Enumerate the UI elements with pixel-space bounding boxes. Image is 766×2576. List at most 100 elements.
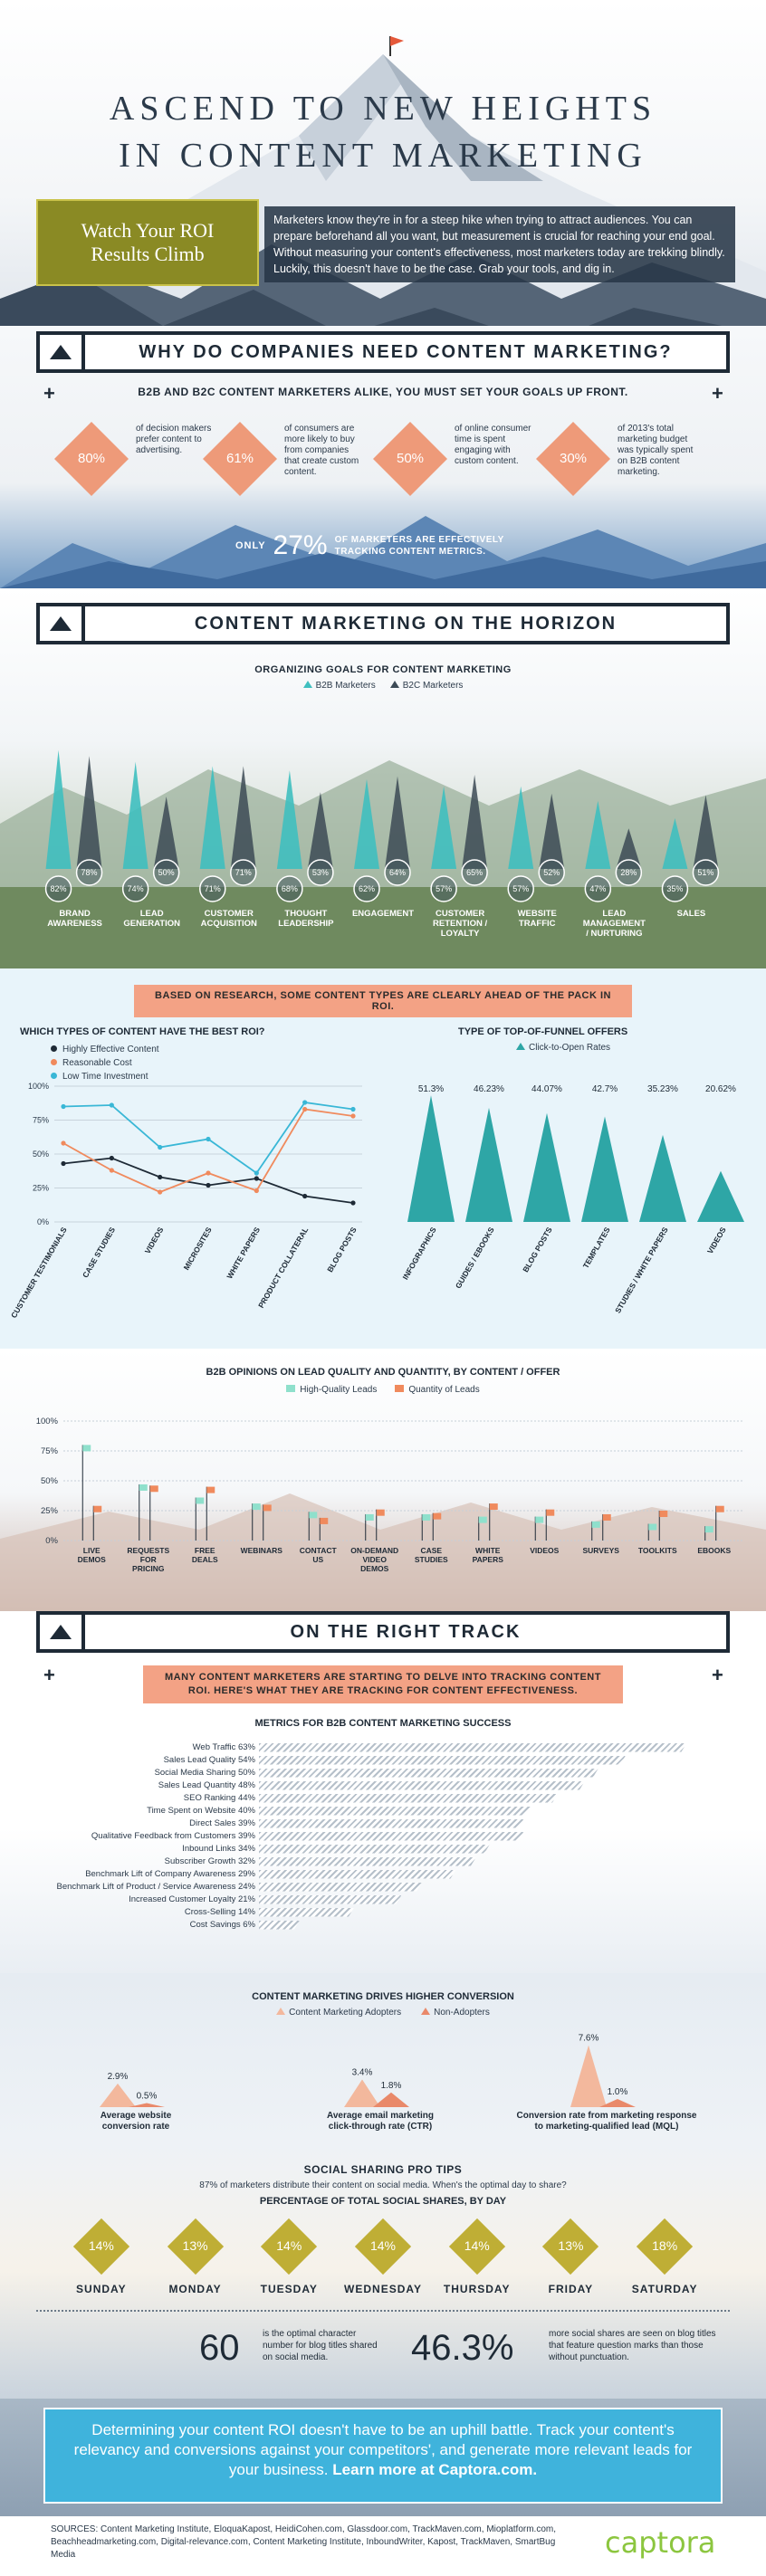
b2b-value-label: 82%	[51, 884, 67, 893]
quantity-flag	[602, 1513, 611, 1521]
b2c-value-bubble: 28%	[615, 859, 643, 886]
mountain-peak-illustration	[0, 36, 766, 353]
legend-b2c-label: B2C Marketers	[402, 681, 464, 691]
roi-x-label: CUSTOMER TESTIMONIALS	[9, 1226, 69, 1320]
day-percent: 13%	[558, 2238, 584, 2253]
summit-flag-icon	[390, 36, 404, 46]
metric-label: Benchmark Lift of Product / Service Awar…	[56, 1882, 256, 1892]
offers-chart: 51.3% INFOGRAPHICS 46.23% GUIDES / EBOOKS 44…	[400, 1084, 744, 1315]
lead-x-label: FOR	[140, 1555, 157, 1564]
roi-point	[254, 1170, 259, 1176]
bubble-circle	[692, 859, 720, 886]
b2b-value-label: 74%	[128, 884, 144, 893]
legend-b2b-label: B2B Marketers	[315, 681, 376, 691]
roi-x-label: CASE STUDIES	[81, 1226, 117, 1280]
b2c-peak	[153, 797, 179, 869]
sources-text: SOURCES: Content Marketing Institute, El…	[51, 2524, 557, 2560]
roi-legend-item: Reasonable Cost	[51, 1056, 159, 1070]
goal-label: AWARENESS	[47, 919, 102, 929]
metric-row: Cost Savings 6%	[36, 1919, 742, 1931]
lead-x-label: CONTACT	[300, 1546, 338, 1555]
intro-paragraph: Marketers know they're in for a steep hi…	[264, 206, 735, 282]
b2c-value-label: 64%	[389, 868, 406, 877]
fact1-text: is the optimal character number for blog…	[263, 2329, 378, 2362]
quantity-flag	[263, 1504, 272, 1512]
lead-x-label: DEALS	[192, 1555, 218, 1564]
conversion-section: CONTENT MARKETING DRIVES HIGHER CONVERSI…	[0, 1973, 766, 2399]
b2b-value-bubble: 35%	[661, 875, 689, 902]
roi-point	[302, 1100, 308, 1105]
b2c-peak	[616, 828, 642, 869]
goals-legend: B2B Marketers B2C Marketers	[272, 681, 494, 691]
cta-text: Determining your content ROI doesn't hav…	[73, 2421, 693, 2478]
roi-point	[158, 1189, 163, 1195]
lead-x-label: VIDEOS	[530, 1546, 559, 1555]
lead-x-label: EBOOKS	[697, 1546, 731, 1555]
day-percent: 13%	[182, 2238, 208, 2253]
legend-swatch-icon	[286, 1385, 296, 1392]
goal-label: WEBSITE	[518, 909, 557, 919]
plus-icon: +	[43, 1664, 55, 1686]
only-text-1: OF MARKETERS ARE EFFECTIVELY	[334, 535, 504, 545]
metric-bar	[259, 1769, 598, 1778]
track-heading: ON THE RIGHT TRACK	[290, 1621, 522, 1642]
lead-x-label: PAPERS	[473, 1555, 504, 1564]
plus-icon: +	[43, 382, 55, 405]
conversion-label-2: click-through rate (CTR)	[328, 2122, 433, 2132]
roi-x-label: BLOG POSTS	[325, 1226, 359, 1274]
track-section: ON THE RIGHT TRACK + + MANY CONTENT MARK…	[0, 1611, 766, 1973]
b2b-value-label: 57%	[512, 884, 529, 893]
triangle-icon	[50, 1625, 72, 1639]
metric-row: Time Spent on Website 40%	[36, 1805, 742, 1817]
b2b-peak	[431, 786, 457, 869]
roi-point	[302, 1106, 308, 1112]
blue-mountains-illustration	[0, 516, 766, 588]
social-subtitle: 87% of marketers distribute their conten…	[199, 2180, 567, 2190]
offer-peak	[581, 1116, 628, 1222]
y-tick-label: 75%	[33, 1116, 49, 1125]
goals-chart: 82%78%BRANDAWARENESS74%50%LEADGENERATION…	[0, 749, 766, 968]
quantity-flag	[149, 1485, 158, 1493]
bubble-circle	[507, 875, 534, 902]
cta-link[interactable]: Learn more at Captora.com.	[332, 2461, 538, 2478]
roi-box-line-2: Results Climb	[91, 243, 205, 265]
roi-legend-label: Reasonable Cost	[62, 1058, 132, 1068]
conversion-label-2: to marketing-qualified lead (MQL)	[534, 2122, 679, 2132]
y-tick-label: 25%	[33, 1184, 49, 1193]
goal-label: THOUGHT	[284, 909, 327, 919]
metric-row: Sales Lead Quantity 48%	[36, 1779, 742, 1791]
quality-flag	[365, 1513, 374, 1521]
metric-row: Web Traffic 63%	[36, 1741, 742, 1753]
lead-x-label: REQUESTS	[127, 1546, 169, 1555]
b2c-value-bubble: 53%	[307, 859, 334, 886]
b2b-value-bubble: 68%	[276, 875, 303, 902]
day-label: SATURDAY	[631, 2283, 698, 2295]
b2b-peak	[662, 818, 688, 869]
non-adopter-value-label: 1.0%	[608, 2087, 628, 2097]
lead-x-label: WEBINARS	[241, 1546, 283, 1555]
goal-label: TRAFFIC	[519, 919, 556, 929]
lead-x-label: CASE	[420, 1546, 442, 1555]
b2c-value-bubble: 78%	[75, 859, 103, 886]
lead-legend-item: Quantity of Leads	[395, 1385, 480, 1395]
adopter-value-label: 3.4%	[352, 2067, 373, 2077]
adopter-peak	[344, 2079, 380, 2107]
bubble-circle	[538, 859, 565, 886]
quality-flag	[478, 1516, 487, 1523]
stat-text: of decision makers prefer content to adv…	[136, 424, 212, 455]
metric-label: Cost Savings 6%	[189, 1920, 255, 1930]
roi-point	[254, 1176, 259, 1181]
bubble-circle	[353, 875, 380, 902]
lead-bar-chart: 0%25%50%75%100%LIVEDEMOSREQUESTSFORPRICI…	[0, 1417, 766, 1611]
legend-dot-icon	[51, 1059, 57, 1065]
roi-point	[61, 1160, 66, 1167]
goal-label: ACQUISITION	[201, 919, 257, 929]
y-tick-label: 50%	[41, 1476, 59, 1486]
offer-peak	[697, 1170, 744, 1222]
metric-label: Social Media Sharing 50%	[154, 1768, 255, 1778]
roi-point	[109, 1155, 114, 1161]
non-adopter-peak	[599, 2099, 636, 2107]
offer-value-label: 35.23%	[647, 1084, 678, 1094]
quality-flag	[648, 1523, 657, 1531]
